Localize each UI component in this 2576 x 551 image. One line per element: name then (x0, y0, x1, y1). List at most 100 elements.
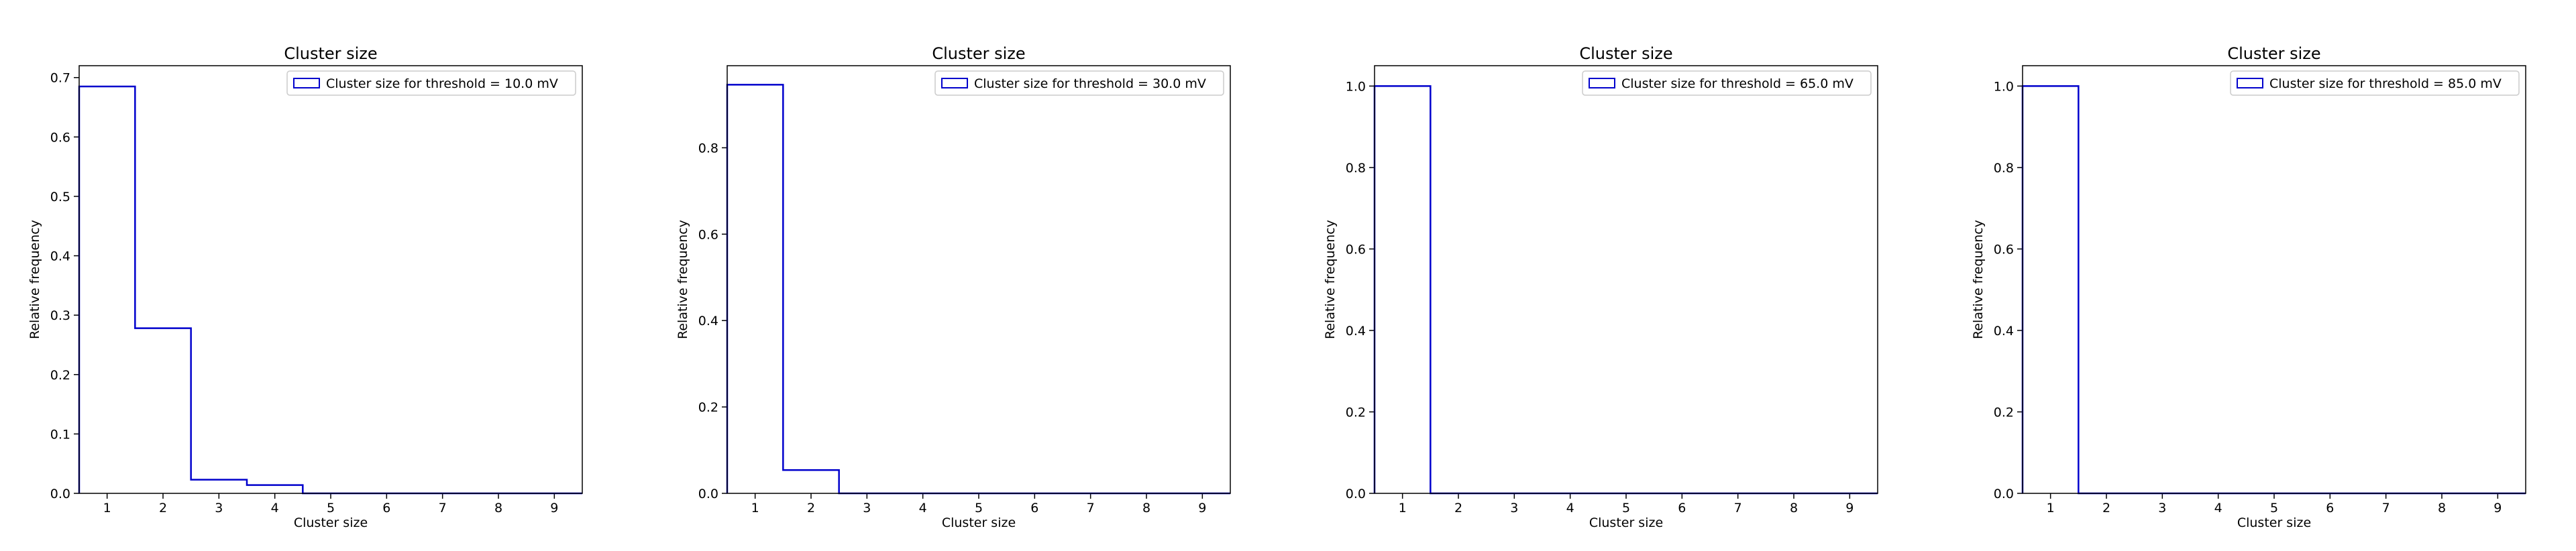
legend-frame (286, 70, 576, 96)
legend-swatch (941, 78, 968, 88)
x-tick-label: 6 (1678, 501, 1686, 515)
x-tick-label: 1 (103, 501, 111, 515)
x-tick-label: 2 (2102, 501, 2110, 515)
x-tick-label: 8 (1790, 501, 1798, 515)
y-tick-label: 0.0 (1994, 487, 2014, 501)
x-tick-label: 1 (751, 501, 759, 515)
y-axis-label: Relative frequency (1323, 220, 1338, 339)
y-tick-label: 0.8 (698, 141, 718, 156)
y-tick-label: 0.1 (50, 427, 70, 442)
y-tick-label: 1.0 (1346, 79, 1366, 94)
x-tick-label: 1 (2047, 501, 2055, 515)
chart-panel-3: Cluster size Cluster size Relative frequen… (1323, 44, 1878, 530)
y-tick-label: 0.2 (698, 400, 718, 415)
x-axis-label: Cluster size (942, 515, 1016, 530)
histogram-step-line (78, 85, 582, 495)
y-tick-label: 1.0 (1994, 79, 2014, 94)
y-tick-label: 0.5 (50, 190, 70, 204)
legend-frame (2230, 70, 2520, 96)
y-tick-label: 0.4 (1994, 324, 2014, 339)
x-tick-label: 9 (2493, 501, 2502, 515)
legend: Cluster size for threshold = 85.0 mV (2230, 70, 2520, 96)
legend-swatch (1589, 78, 1615, 88)
legend-label: Cluster size for threshold = 85.0 mV (2269, 76, 2502, 91)
y-tick-label: 0.6 (50, 130, 70, 145)
legend: Cluster size for threshold = 65.0 mV (1582, 70, 1872, 96)
y-tick-label: 0.6 (1994, 242, 2014, 257)
x-tick-label: 2 (1454, 501, 1462, 515)
x-tick-label: 2 (159, 501, 167, 515)
legend-frame (1582, 70, 1872, 96)
x-tick-label: 3 (863, 501, 871, 515)
y-tick-label: 0.4 (1346, 324, 1366, 339)
y-tick-label: 0.6 (698, 227, 718, 242)
legend-label: Cluster size for threshold = 65.0 mV (1621, 76, 1854, 91)
x-tick-label: 9 (1198, 501, 1206, 515)
legend-label: Cluster size for threshold = 10.0 mV (326, 76, 558, 91)
y-tick-label: 0.8 (1994, 161, 2014, 176)
chart-panel-2: Cluster size Cluster size Relative frequen… (676, 44, 1231, 530)
x-tick-label: 3 (2158, 501, 2166, 515)
x-tick-label: 8 (2438, 501, 2446, 515)
x-tick-label: 7 (1734, 501, 1742, 515)
x-tick-label: 5 (327, 501, 335, 515)
legend-swatch (2237, 78, 2263, 88)
y-tick-label: 0.4 (50, 249, 70, 264)
histogram-step-line (1373, 85, 1878, 495)
histogram-step-line (2021, 85, 2526, 495)
y-axis-label: Relative frequency (676, 220, 690, 339)
y-tick-label: 0.2 (1346, 405, 1366, 420)
x-tick-label: 5 (975, 501, 983, 515)
chart-title: Cluster size (1579, 44, 1672, 63)
chart-title: Cluster size (2227, 44, 2320, 63)
x-tick-label: 3 (215, 501, 223, 515)
plot-frame (727, 65, 1231, 494)
y-tick-label: 0.7 (50, 71, 70, 86)
y-axis-label: Relative frequency (1971, 220, 1986, 339)
y-tick-label: 0.8 (1346, 161, 1366, 176)
x-tick-label: 1 (1399, 501, 1407, 515)
x-tick-label: 8 (1142, 501, 1150, 515)
legend: Cluster size for threshold = 10.0 mV (286, 70, 576, 96)
x-tick-label: 7 (1087, 501, 1095, 515)
x-axis-label: Cluster size (1589, 515, 1663, 530)
chart-title: Cluster size (284, 44, 377, 63)
y-tick-label: 0.4 (698, 314, 718, 328)
x-tick-label: 4 (271, 501, 279, 515)
x-tick-label: 4 (919, 501, 927, 515)
x-axis-label: Cluster size (2237, 515, 2311, 530)
x-tick-label: 7 (439, 501, 447, 515)
y-tick-label: 0.2 (1994, 405, 2014, 420)
chart-title: Cluster size (932, 44, 1025, 63)
plot-frame (78, 65, 583, 494)
histogram-step-line (726, 84, 1230, 495)
x-axis-label: Cluster size (294, 515, 368, 530)
x-tick-label: 6 (1030, 501, 1038, 515)
x-tick-label: 2 (807, 501, 815, 515)
x-tick-label: 5 (1622, 501, 1630, 515)
y-tick-label: 0.2 (50, 368, 70, 383)
legend-label: Cluster size for threshold = 30.0 mV (974, 76, 1206, 91)
chart-panel-4: Cluster size Cluster size Relative frequen… (1971, 44, 2526, 530)
legend: Cluster size for threshold = 30.0 mV (934, 70, 1224, 96)
x-tick-label: 4 (2214, 501, 2222, 515)
y-tick-label: 0.0 (1346, 487, 1366, 501)
x-tick-label: 4 (1566, 501, 1574, 515)
legend-swatch (293, 78, 320, 88)
y-tick-label: 0.3 (50, 308, 70, 323)
x-tick-label: 9 (1845, 501, 1854, 515)
x-tick-label: 8 (494, 501, 502, 515)
y-tick-label: 0.0 (50, 487, 70, 501)
x-tick-label: 7 (2382, 501, 2390, 515)
chart-panel-1: Cluster size Cluster size Relative frequen… (28, 44, 583, 530)
x-tick-label: 5 (2270, 501, 2278, 515)
plot-frame (2022, 65, 2526, 494)
y-tick-label: 0.6 (1346, 242, 1366, 257)
x-tick-label: 3 (1510, 501, 1518, 515)
x-tick-label: 6 (2326, 501, 2334, 515)
legend-frame (934, 70, 1224, 96)
y-tick-label: 0.0 (698, 487, 718, 501)
y-axis-label: Relative frequency (28, 220, 42, 339)
x-tick-label: 9 (550, 501, 558, 515)
